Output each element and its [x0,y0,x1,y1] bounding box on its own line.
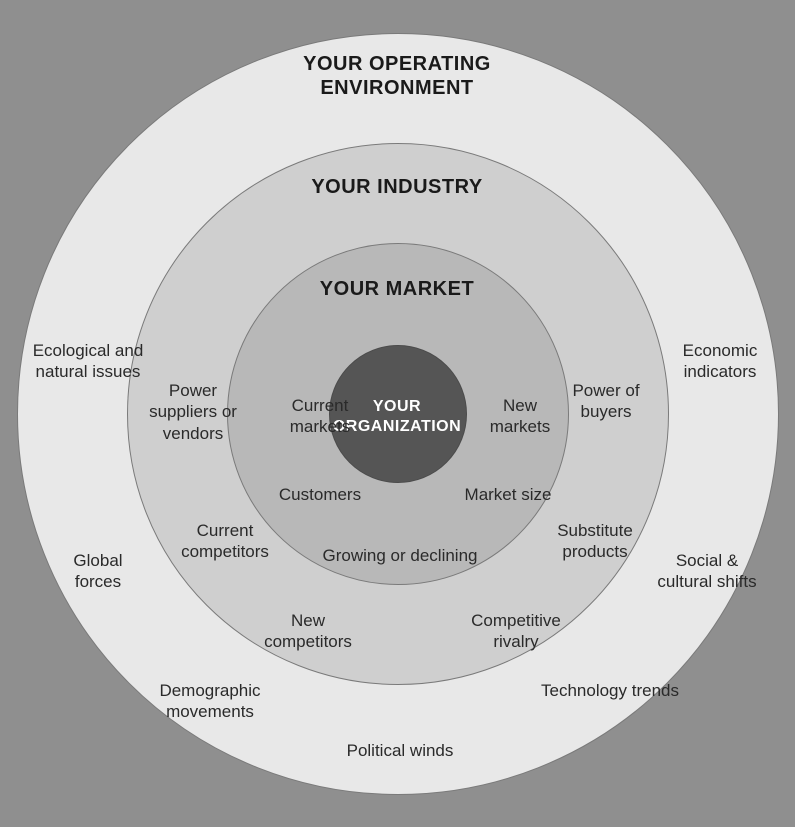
label-environment-6: Political winds [340,740,460,761]
label-environment-4: Demographic movements [140,680,280,723]
label-environment-5: Technology trends [540,680,680,701]
label-market-0: Current markets [280,395,360,438]
label-industry-0: Power suppliers or vendors [138,380,248,444]
label-environment-3: Social & cultural shifts [652,550,762,593]
diagram-canvas: YOUR OPERATING ENVIRONMENT YOUR INDUSTRY… [0,0,795,827]
label-industry-4: New competitors [248,610,368,653]
title-market: YOUR MARKET [247,278,547,301]
label-industry-1: Power of buyers [556,380,656,423]
label-market-2: Customers [260,484,380,505]
label-environment-0: Ecological and natural issues [28,340,148,383]
label-industry-5: Competitive rivalry [456,610,576,653]
label-industry-3: Substitute products [540,520,650,563]
label-industry-2: Current competitors [165,520,285,563]
label-market-3: Market size [448,484,568,505]
label-environment-2: Global forces [48,550,148,593]
label-market-1: New markets [480,395,560,438]
label-market-4: Growing or declining [300,545,500,566]
title-industry: YOUR INDUSTRY [247,176,547,199]
title-outer: YOUR OPERATING ENVIRONMENT [247,52,547,100]
label-environment-1: Economic indicators [660,340,780,383]
